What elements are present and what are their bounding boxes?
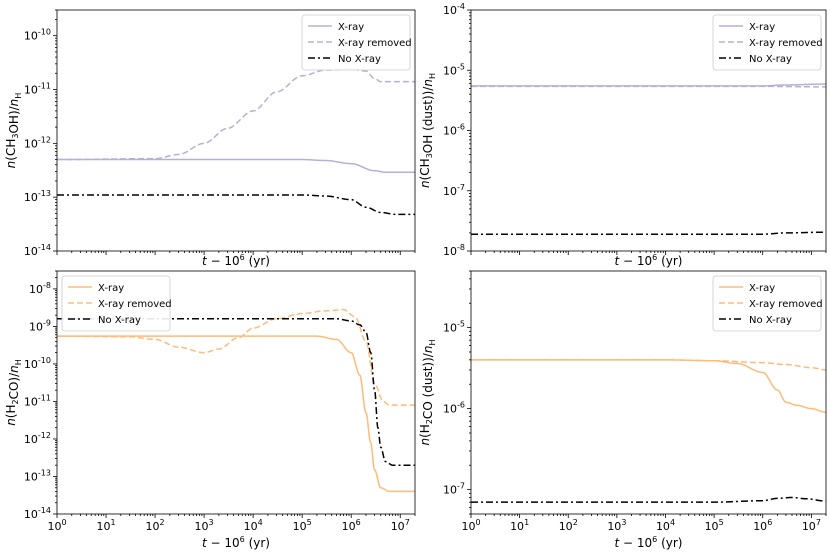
- legend-label: X-ray removed: [338, 38, 412, 49]
- legend-label: X-ray: [749, 283, 775, 294]
- legend-label: X-ray: [749, 22, 775, 33]
- y-tick-label: 10-7: [443, 482, 465, 497]
- series-line-x-ray: [471, 83, 826, 87]
- y-tick-label: 10-7: [443, 183, 465, 198]
- x-tick-label: 100: [461, 518, 480, 533]
- x-tick-label: 107: [802, 518, 821, 533]
- plot-frame: [470, 270, 827, 515]
- y-axis-label: n(CH3OH (dust))/nH: [418, 73, 437, 188]
- series-line-x-ray-removed: [57, 308, 415, 406]
- x-tick-label: 101: [96, 518, 115, 533]
- legend-label: X-ray: [98, 283, 124, 294]
- y-tick-label: 10-8: [29, 281, 51, 296]
- y-tick-label: 10-4: [443, 2, 465, 17]
- x-tick-label: 100: [47, 518, 66, 533]
- x-axis-label: t − 106 (yr): [615, 253, 683, 268]
- y-tick-label: 10-11: [24, 393, 51, 408]
- x-axis-label: t − 106 (yr): [202, 535, 270, 550]
- y-tick-label: 10-13: [24, 189, 51, 204]
- series-line-no-x-ray: [57, 318, 415, 466]
- legend-label: X-ray removed: [749, 299, 823, 310]
- legend-label: X-ray removed: [98, 299, 172, 310]
- series-line-x-ray: [57, 158, 415, 174]
- x-tick-label: 104: [656, 518, 675, 533]
- series-line-x-ray: [471, 359, 826, 414]
- series-line-no-x-ray: [57, 194, 415, 216]
- x-tick-label: 107: [391, 518, 410, 533]
- series-line-x-ray-removed: [57, 68, 415, 161]
- y-tick-label: 10-12: [24, 135, 51, 150]
- legend-label: X-ray removed: [749, 38, 823, 49]
- y-tick-label: 10-8: [443, 243, 465, 258]
- y-tick-label: 10-5: [443, 320, 465, 335]
- x-axis-label: t − 106 (yr): [202, 253, 270, 268]
- legend: X-ray X-ray removed No X-ray: [61, 275, 172, 332]
- legend-label: No X-ray: [98, 315, 141, 326]
- chart-panel-h2co: 10-14 10-13 10-12 10-11 10-10 10-9 10-8 100 101 1…: [4, 270, 416, 550]
- chart-panel-ch3oh: 10-14 10-13 10-12 10-11 10-10 t − 106 (yr) n(C…: [4, 9, 416, 268]
- x-tick-label: 105: [293, 518, 312, 533]
- y-tick-label: 10-13: [24, 468, 51, 483]
- y-tick-label: 10-6: [443, 401, 465, 416]
- y-tick-label: 10-5: [443, 62, 465, 77]
- x-tick-label: 102: [559, 518, 578, 533]
- y-tick-label: 10-14: [24, 506, 51, 521]
- y-axis-label: n(CH3OH)/nH: [4, 93, 23, 169]
- y-tick-label: 10-10: [24, 356, 51, 371]
- y-tick-label: 10-12: [24, 431, 51, 446]
- series-line-no-x-ray: [471, 231, 826, 235]
- legend-label: X-ray: [338, 22, 364, 33]
- series-line-x-ray-removed: [471, 359, 826, 371]
- x-tick-label: 104: [244, 518, 263, 533]
- series-line-no-x-ray: [471, 496, 826, 503]
- x-tick-label: 106: [753, 518, 772, 533]
- x-tick-label: 103: [195, 518, 214, 533]
- y-axis-label: n(H2CO)/nH: [4, 359, 23, 426]
- chart-panel-ch3oh_dust: 10-8 10-7 10-6 10-5 10-4 t − 106 (yr) n(CH3OH …: [418, 2, 827, 268]
- legend-label: No X-ray: [338, 54, 381, 65]
- y-axis-label: n(H2CO (dust))/nH: [418, 340, 437, 446]
- x-tick-label: 101: [510, 518, 529, 533]
- legend-box: [301, 14, 411, 71]
- series-line-x-ray: [57, 335, 415, 493]
- legend-box: [712, 14, 822, 71]
- plot-frame: [470, 9, 827, 252]
- x-tick-label: 103: [607, 518, 626, 533]
- x-tick-label: 106: [342, 518, 361, 533]
- legend-box: [712, 275, 822, 332]
- y-tick-label: 10-10: [24, 28, 51, 43]
- y-tick-label: 10-9: [29, 318, 51, 333]
- legend-label: No X-ray: [749, 54, 792, 65]
- x-tick-label: 105: [705, 518, 724, 533]
- y-tick-label: 10-11: [24, 82, 51, 97]
- plot-frame: [56, 9, 416, 252]
- legend-box: [61, 275, 171, 332]
- legend: X-ray X-ray removed No X-ray: [712, 275, 823, 332]
- y-tick-label: 10-6: [443, 123, 465, 138]
- legend-label: No X-ray: [749, 315, 792, 326]
- x-tick-label: 102: [146, 518, 165, 533]
- y-tick-label: 10-14: [24, 243, 51, 258]
- legend: X-ray X-ray removed No X-ray: [712, 14, 823, 71]
- x-axis-label: t − 106 (yr): [615, 535, 683, 550]
- plot-frame: [56, 270, 416, 515]
- chart-panel-h2co_dust: 10-7 10-6 10-5 100 101 102 103 104 105 106 107 t − …: [418, 270, 827, 550]
- legend: X-ray X-ray removed No X-ray: [301, 14, 412, 71]
